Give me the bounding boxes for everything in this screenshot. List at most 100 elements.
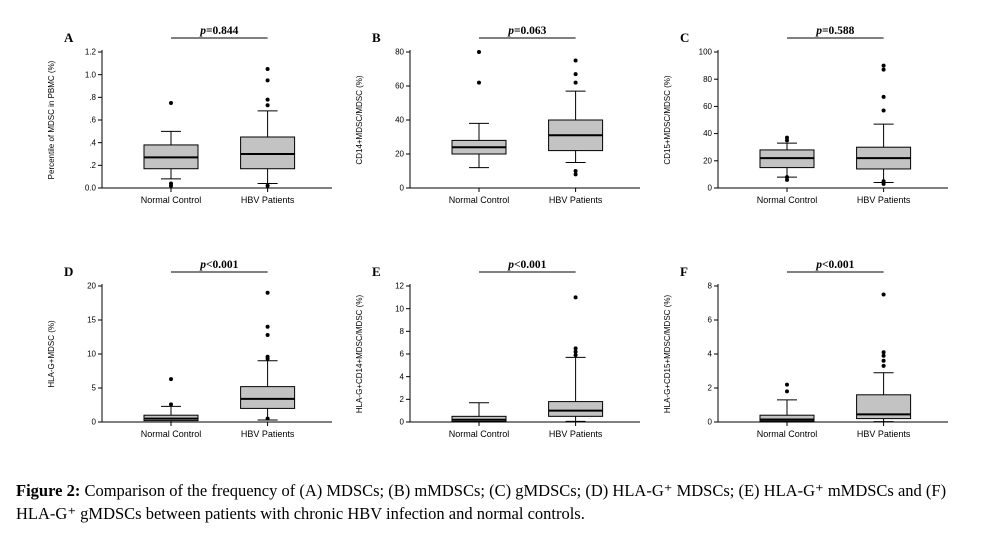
outlier-point [169,183,173,188]
outlier-point [881,67,886,72]
y-tick-label: 40 [703,129,712,138]
outlier-point [265,183,270,188]
x-category-label: Normal Control [757,195,818,205]
outlier-point [265,416,270,421]
p-value-label: p=0.588 [815,25,854,37]
y-tick-label: 20 [87,282,96,291]
outlier-point [881,63,886,68]
y-tick-label: 80 [703,75,712,84]
outlier-point [785,135,789,140]
figure-caption: Figure 2: Comparison of the frequency of… [16,480,974,526]
outlier-point [573,58,578,63]
outlier-point [881,363,886,368]
y-tick-label: 6 [400,350,405,359]
outlier-point [573,172,578,177]
y-tick-label: 80 [395,48,404,57]
y-axis-title: HLA-G+MDSC (%) [47,320,56,388]
outlier-point [573,353,578,358]
y-tick-label: 5 [92,384,97,393]
x-category-label: Normal Control [141,429,202,439]
x-category-label: HBV Patients [241,195,295,205]
panel-letter: D [64,264,73,279]
p-value-label: p<0.001 [507,259,546,271]
y-tick-label: 20 [395,150,404,159]
x-category-label: HBV Patients [549,195,603,205]
y-tick-label: .6 [89,116,96,125]
outlier-point [573,346,578,351]
x-category-label: HBV Patients [857,195,911,205]
y-tick-label: 0 [400,184,405,193]
panel-B: B 0 20 40 60 80 CD14+MDSC/MDSC (%) Normal Contr… [348,14,650,236]
y-axis-title: HLA-G+CD15+MDSC/MDSC (%) [663,295,672,414]
y-tick-label: 40 [395,116,404,125]
x-category-label: HBV Patients [241,429,295,439]
outlier-point [785,389,789,394]
y-tick-label: 8 [400,327,405,336]
y-tick-label: .4 [89,138,96,147]
y-tick-label: 6 [708,316,713,325]
panel-F: F 0 2 4 6 8 HLA-G+CD15+MDSC/MDSC (%) Normal Con… [656,248,958,470]
figure-panels: A 0.0 .2 .4 .6 .8 1.0 1.2 Percentile of MDSC in … [40,14,979,470]
outlier-point [169,377,173,382]
panel-E: E 0 2 4 6 8 10 12 HLA-G+CD14+MDSC/MDSC (%) Normal… [348,248,650,470]
y-tick-label: 0 [708,418,713,427]
outlier-point [265,103,270,108]
y-axis-title: HLA-G+CD14+MDSC/MDSC (%) [355,295,364,414]
y-tick-label: 100 [699,48,713,57]
box-plot-chart: A 0.0 .2 .4 .6 .8 1.0 1.2 Percentile of MDSC in … [47,25,332,205]
x-category-label: HBV Patients [857,429,911,439]
y-tick-label: .8 [89,93,96,102]
box-plot-chart: C 0 20 40 60 80 100 CD15+MDSC/MDSC (%) Normal Co… [663,25,948,205]
box-hbv-patients [548,401,604,417]
y-tick-label: 0.0 [85,184,97,193]
box-hbv-patients [856,394,912,420]
figure-caption-label: Figure 2: [16,481,81,500]
outlier-point [477,80,481,85]
y-axis-title: CD15+MDSC/MDSC (%) [663,75,672,164]
y-tick-label: 60 [395,82,404,91]
outlier-point [573,349,578,354]
outlier-point [573,80,578,85]
outlier-point [881,94,886,99]
y-tick-label: 4 [708,350,713,359]
outlier-point [265,354,270,359]
y-tick-label: 20 [703,156,712,165]
outlier-point [265,97,270,102]
y-axis-title: CD14+MDSC/MDSC (%) [355,75,364,164]
y-tick-label: 60 [703,102,712,111]
y-tick-label: 2 [708,384,713,393]
box-hbv-patients [240,136,296,170]
figure-caption-text: Comparison of the frequency of (A) MDSCs… [16,481,947,523]
outlier-point [477,50,481,54]
x-category-label: Normal Control [449,429,510,439]
y-tick-label: 4 [400,372,405,381]
panel-letter: C [680,30,689,45]
y-tick-label: 10 [87,350,96,359]
box-normal-control [759,414,815,422]
panel-D: D 0 5 10 15 20 HLA-G+MDSC (%) Normal Control HBV… [40,248,342,470]
y-axis-title: Percentile of MDSC in PBMC (%) [47,60,56,179]
outlier-point [881,108,886,113]
outlier-point [265,324,270,329]
outlier-point [573,169,578,173]
outlier-point [573,295,578,300]
figure-container: A 0.0 .2 .4 .6 .8 1.0 1.2 Percentile of MDSC in … [16,14,979,526]
panel-letter: B [372,30,381,45]
box-plot-chart: F 0 2 4 6 8 HLA-G+CD15+MDSC/MDSC (%) Normal Con… [663,259,948,439]
y-tick-label: 15 [87,316,96,325]
y-tick-label: 8 [708,282,713,291]
outlier-point [265,78,270,83]
panel-C: C 0 20 40 60 80 100 CD15+MDSC/MDSC (%) Normal Co… [656,14,958,236]
y-tick-label: .2 [89,161,96,170]
outlier-point [169,101,173,105]
panel-letter: A [64,30,74,45]
box-plot-chart: D 0 5 10 15 20 HLA-G+MDSC (%) Normal Control HBV… [47,259,332,439]
y-tick-label: 1.2 [85,48,97,57]
p-value-label: p=0.063 [507,25,546,37]
y-tick-label: 0 [92,418,97,427]
panel-A: A 0.0 .2 .4 .6 .8 1.0 1.2 Percentile of MDSC in … [40,14,342,236]
outlier-point [881,358,886,363]
panel-letter: E [372,264,381,279]
y-tick-label: 12 [395,282,404,291]
outlier-point [265,67,270,71]
